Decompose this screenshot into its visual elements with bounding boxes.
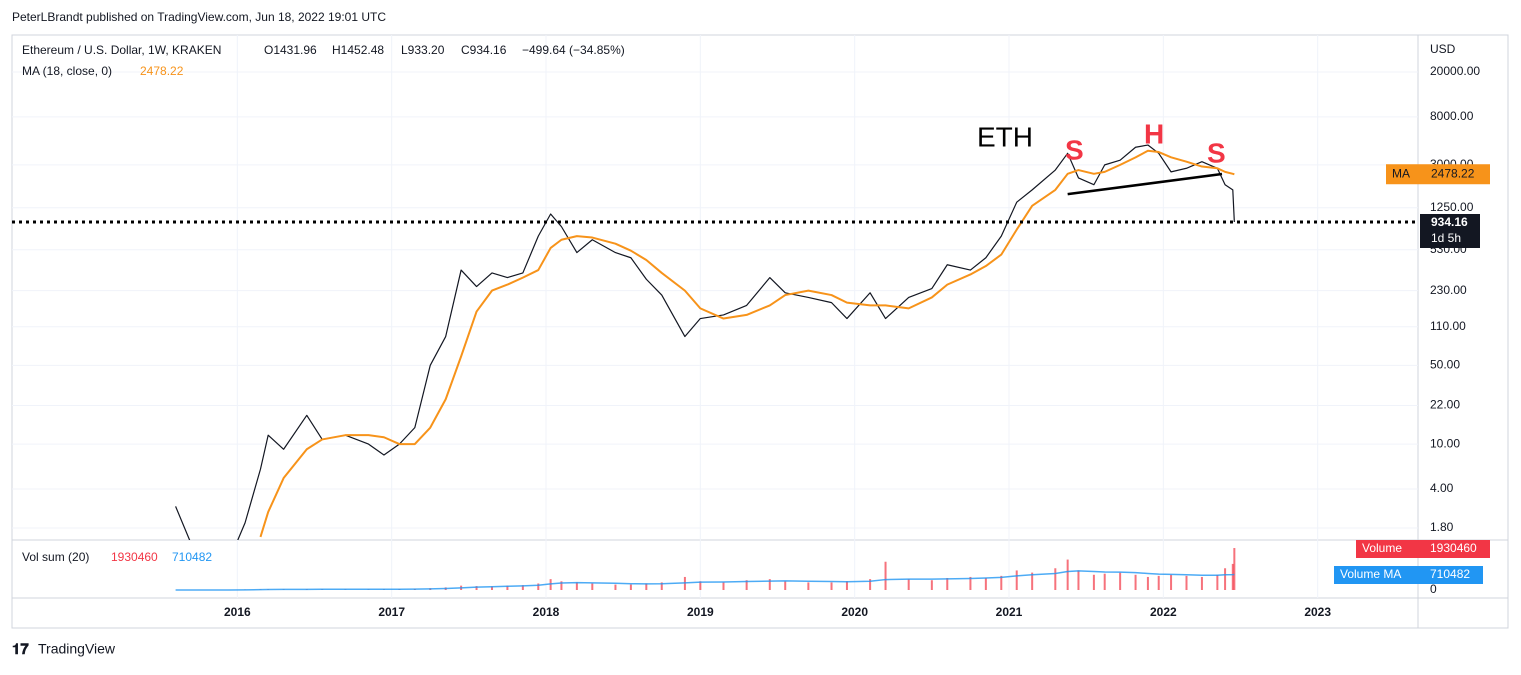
y-tick-label: 8000.00: [1430, 109, 1474, 123]
volume-tag-name: Volume: [1362, 541, 1402, 555]
volume-bar: [1054, 568, 1056, 590]
price-tag-value: 934.16: [1431, 215, 1468, 229]
logo-mark: 𝟏𝟕: [12, 641, 29, 658]
legend-high: H1452.48: [332, 43, 384, 57]
legend-symbol: Ethereum / U.S. Dollar, 1W, KRAKEN: [22, 43, 221, 57]
x-tick-label: 2017: [378, 605, 405, 619]
volume-bar: [931, 580, 933, 590]
volume-bar: [614, 585, 616, 590]
x-tick-label: 2022: [1150, 605, 1177, 619]
volume-bar: [985, 578, 987, 590]
volume-bar: [1233, 548, 1235, 590]
volume-ma-tag-name: Volume MA: [1340, 567, 1401, 581]
volume-ma-line: [176, 571, 1235, 590]
price-tag-countdown: 1d 5h: [1431, 231, 1461, 245]
volume-bar: [1158, 576, 1160, 590]
volume-bar: [946, 578, 948, 590]
volume-bar: [1170, 575, 1172, 590]
volume-bar: [831, 582, 833, 590]
volume-bar: [1201, 577, 1203, 590]
volume-bar: [784, 581, 786, 590]
volume-bar: [1077, 570, 1079, 590]
legend-vol-value: 1930460: [111, 550, 158, 564]
y-tick-label: 22.00: [1430, 398, 1460, 412]
x-tick-label: 2018: [533, 605, 560, 619]
volume-bar: [846, 581, 848, 590]
y-tick-label: 230.00: [1430, 283, 1467, 297]
legend-open: O1431.96: [264, 43, 317, 57]
x-tick-label: 2021: [996, 605, 1023, 619]
neckline: [1068, 174, 1222, 194]
volume-tick-label: 0: [1430, 582, 1437, 596]
annotation: S: [1065, 134, 1084, 165]
frame: [12, 35, 1508, 628]
x-tick-label: 2023: [1304, 605, 1331, 619]
volume-bar: [576, 582, 578, 590]
volume-bar: [591, 583, 593, 590]
volume-bar: [1093, 575, 1095, 590]
legend-low: L933.20: [401, 43, 445, 57]
y-tick-label: 1250.00: [1430, 200, 1474, 214]
x-tick-label: 2019: [687, 605, 714, 619]
volume-bar: [1224, 568, 1226, 590]
legend-ma: MA (18, close, 0): [22, 64, 112, 78]
volume-bar: [722, 582, 724, 590]
volume-bar: [1016, 570, 1018, 590]
volume-bar: [1185, 576, 1187, 590]
y-tick-label: 50.00: [1430, 357, 1460, 371]
volume-bar: [1104, 574, 1106, 590]
x-tick-label: 2016: [224, 605, 251, 619]
header: PeterLBrandt published on TradingView.co…: [12, 10, 386, 24]
y-tick-label: 110.00: [1430, 319, 1466, 333]
volume-bar: [1147, 577, 1149, 590]
volume-bar: [908, 579, 910, 590]
x-tick-label: 2020: [841, 605, 868, 619]
series-line: [260, 151, 1234, 537]
y-tick-label: 10.00: [1430, 436, 1460, 450]
legend-ma-value: 2478.22: [140, 64, 184, 78]
footer: TradingView: [38, 641, 116, 657]
annotation: S: [1207, 137, 1226, 168]
volume-bar: [885, 562, 887, 590]
volume-ma-tag-value: 710482: [1430, 567, 1470, 581]
ma-tag-name: MA: [1392, 166, 1410, 180]
volume-bar: [807, 582, 809, 590]
volume-bar: [1067, 560, 1069, 590]
volume-bar: [1216, 575, 1218, 590]
volume-bar: [1135, 575, 1137, 590]
y-tick-label: 4.00: [1430, 481, 1454, 495]
legend-vol: Vol sum (20): [22, 550, 89, 564]
legend-change: −499.64 (−34.85%): [522, 43, 625, 57]
volume-bar: [630, 585, 632, 590]
annotation: ETH: [977, 121, 1033, 152]
annotation: H: [1144, 118, 1164, 149]
legend-close: C934.16: [461, 43, 507, 57]
legend-vol-ma-value: 710482: [172, 550, 212, 564]
y-tick-label: 1.80: [1430, 520, 1454, 534]
y-tick-label: 20000.00: [1430, 64, 1480, 78]
currency: USD: [1430, 42, 1456, 56]
volume-bar: [1119, 573, 1121, 590]
ma-tag-value: 2478.22: [1431, 166, 1475, 180]
volume-tag-value: 1930460: [1430, 541, 1477, 555]
